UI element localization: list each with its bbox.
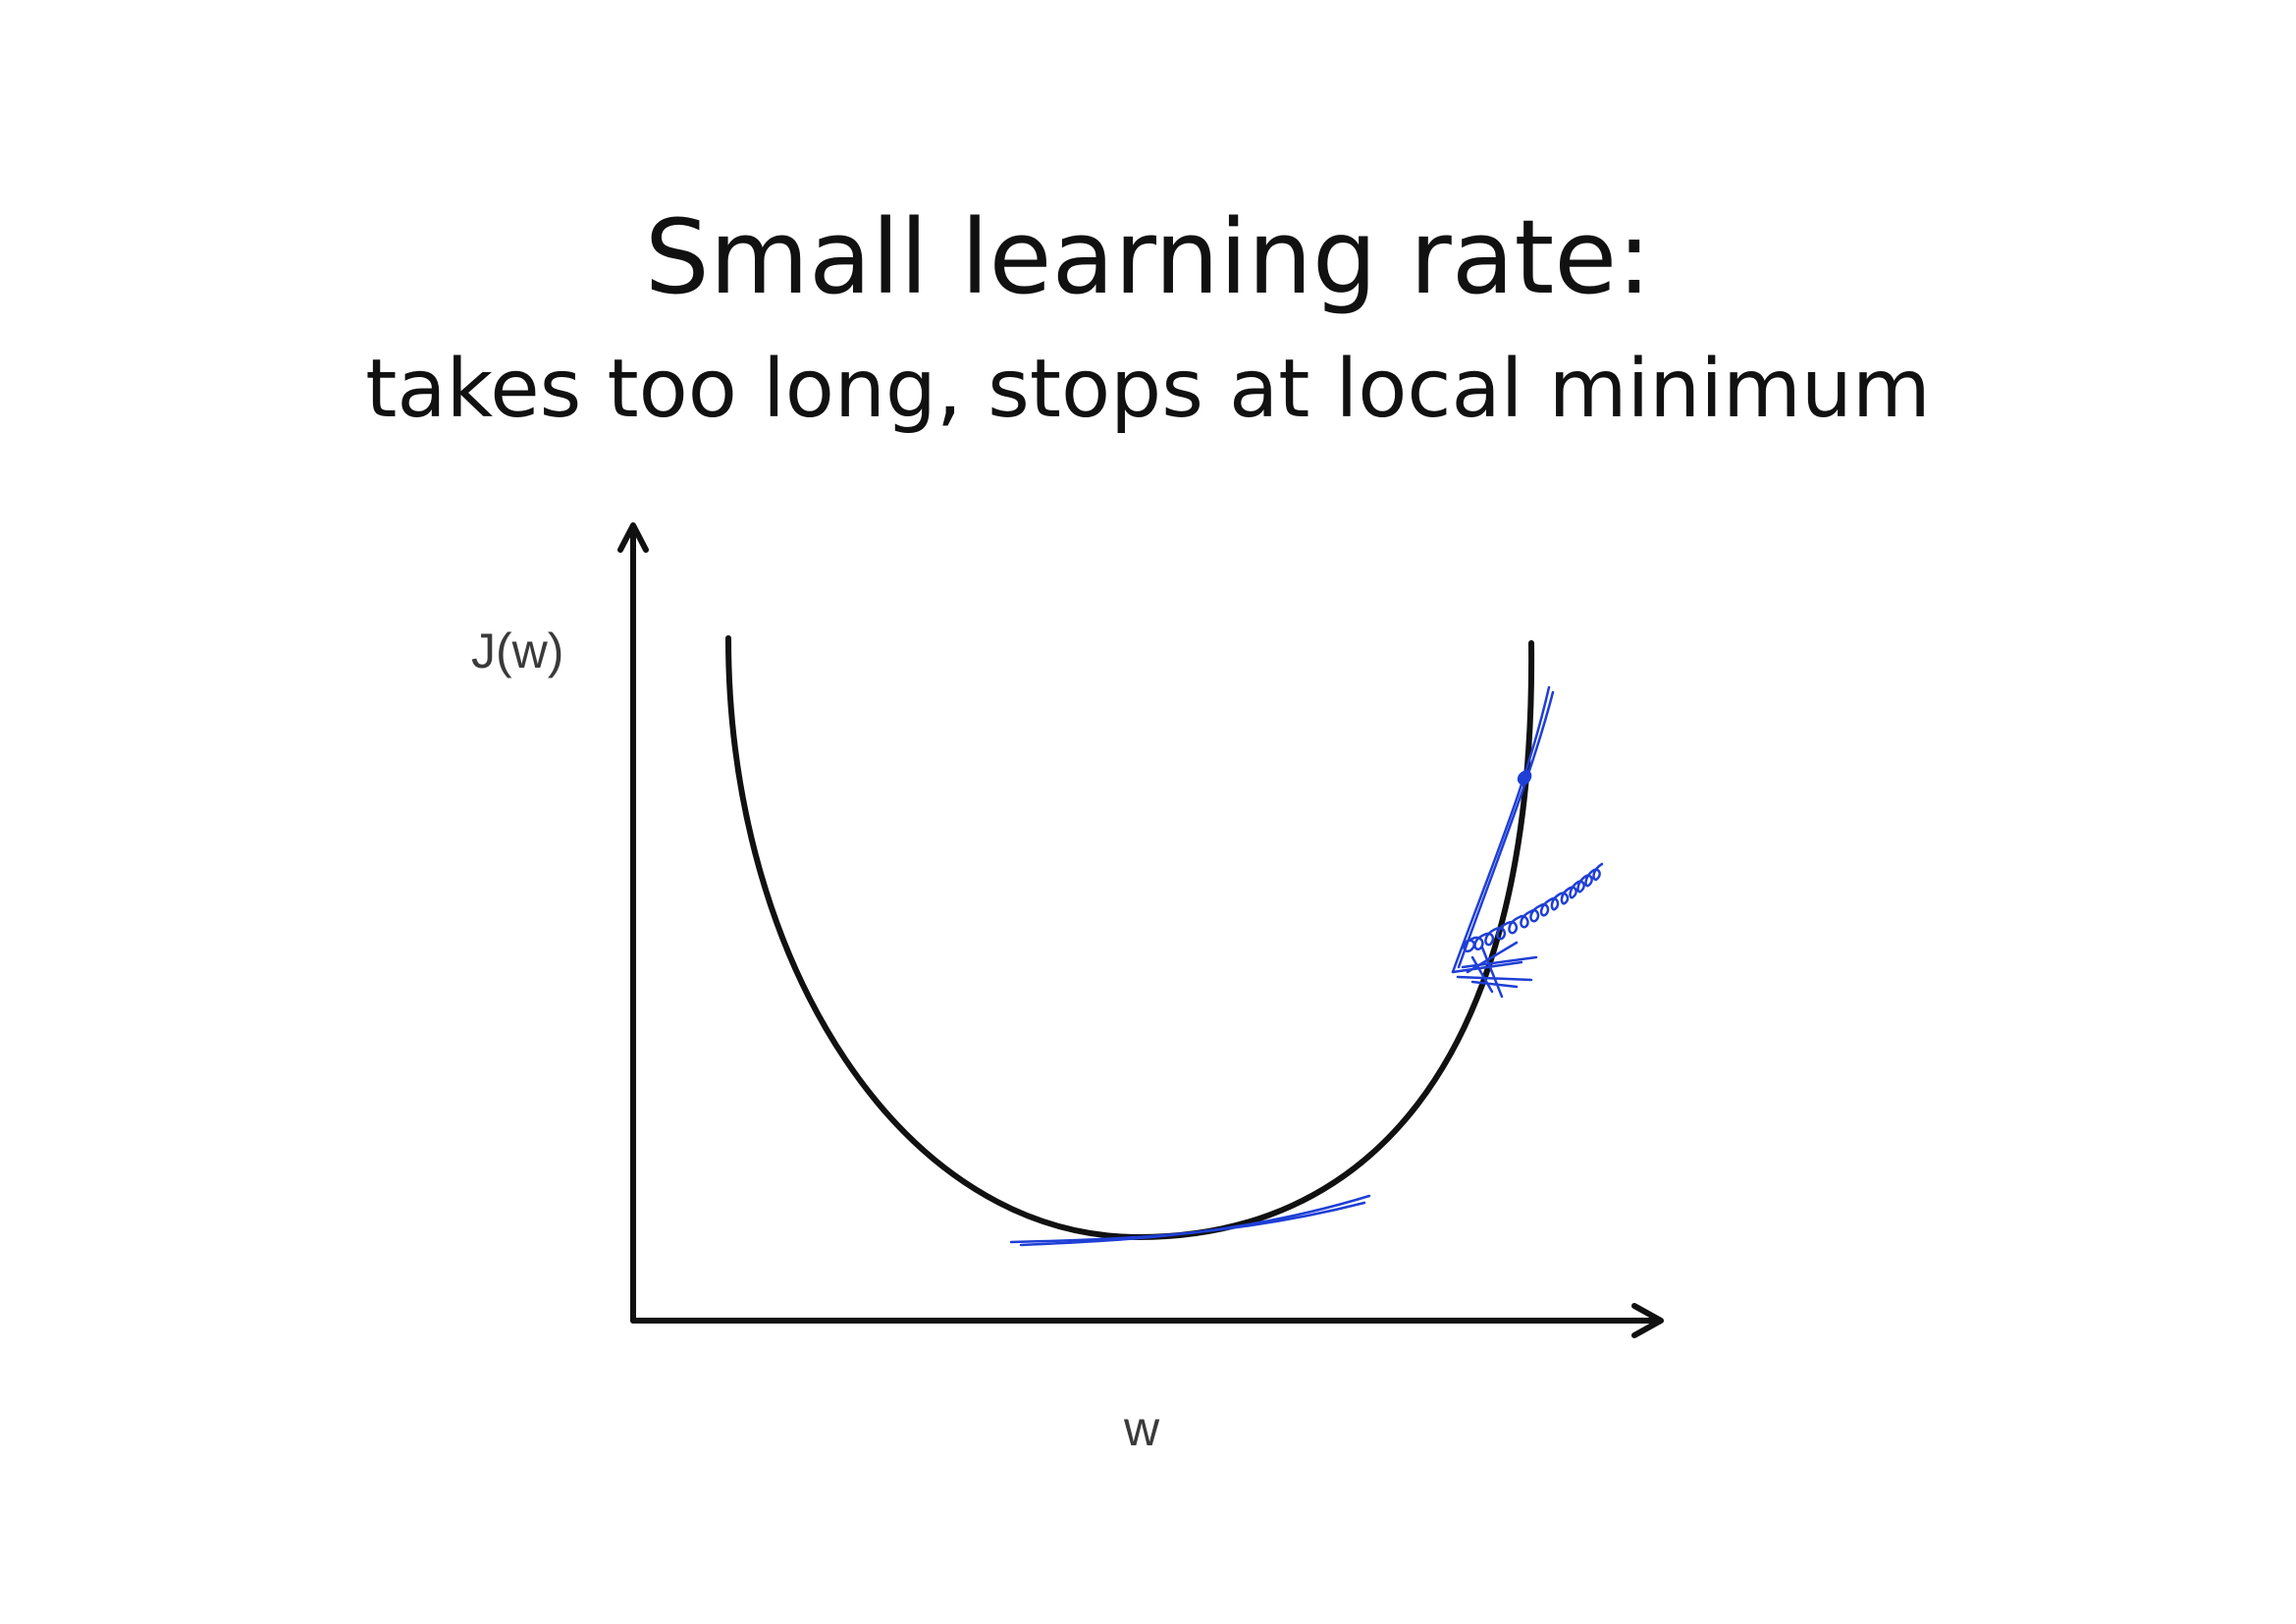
y-axis-arrowhead xyxy=(617,522,649,553)
x-axis-label: w xyxy=(1123,1401,1160,1456)
steep-tangent-line-stroke2 xyxy=(1457,690,1555,969)
gradient-steps-scribble xyxy=(1463,862,1604,953)
x-axis-arrowhead xyxy=(1631,1303,1664,1338)
tangent-at-minimum-stroke2 xyxy=(1019,1194,1371,1247)
cost-curve xyxy=(725,635,1535,1241)
slide-subtitle: takes too long, stops at local minimum xyxy=(365,343,1931,436)
slide-title: Small learning rate: xyxy=(644,197,1652,317)
y-axis-label: J(w) xyxy=(471,623,563,678)
steep-tangent-line xyxy=(1451,685,1551,974)
handwritten-annotations xyxy=(1009,685,1604,1247)
steps-start-blob xyxy=(1517,770,1532,785)
arrow-scribble xyxy=(1451,941,1538,999)
axes xyxy=(617,522,1664,1338)
